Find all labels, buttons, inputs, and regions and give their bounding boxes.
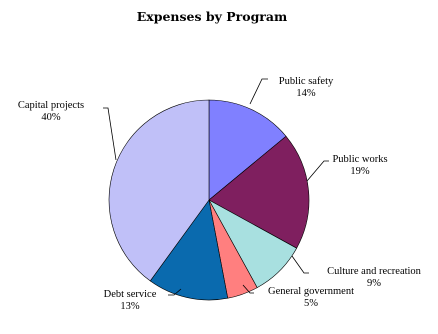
slice-label: Public works <box>332 154 387 165</box>
slice-percent-label: 14% <box>296 88 316 99</box>
pie-slice-public-safety <box>208 99 287 201</box>
leader-line <box>242 284 254 294</box>
leader-line <box>306 160 329 182</box>
leader-line <box>249 78 268 105</box>
pie-slice-capital-projects <box>108 99 210 282</box>
leader-line <box>103 107 117 161</box>
slice-percent-label: 19% <box>350 166 370 177</box>
slice-label: Debt service <box>104 289 157 300</box>
pie-slices <box>108 99 310 301</box>
slice-percent-label: 5% <box>304 298 318 309</box>
slice-percent-label: 9% <box>367 278 381 289</box>
chart-title: Expenses by Program <box>137 9 287 24</box>
label-leader-lines <box>103 78 329 296</box>
slice-label: Culture and recreation <box>327 266 422 277</box>
slice-label: Public safety <box>279 76 334 87</box>
slice-percent-label: 40% <box>41 112 61 123</box>
slice-percent-label: 13% <box>120 301 140 312</box>
pie-slice-public-works <box>208 135 310 249</box>
slice-label: General government <box>268 286 354 297</box>
slice-label: Capital projects <box>18 100 84 111</box>
pie-slice-debt-service <box>149 199 229 301</box>
leader-line <box>291 255 309 274</box>
leader-line <box>168 288 182 296</box>
